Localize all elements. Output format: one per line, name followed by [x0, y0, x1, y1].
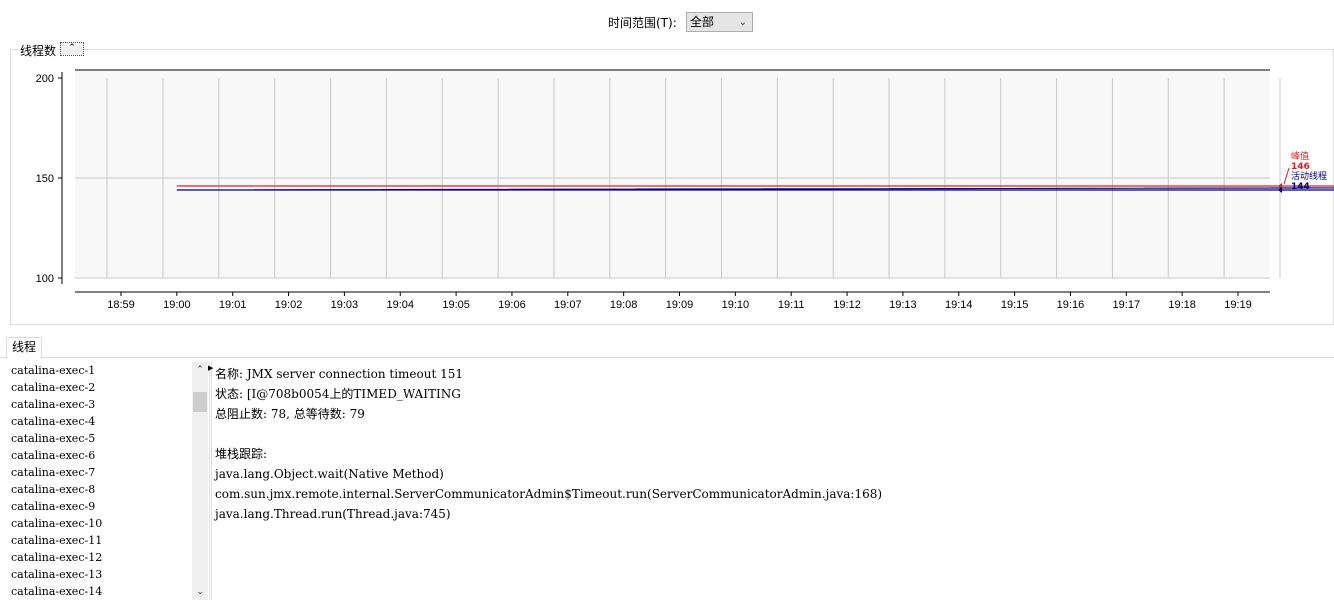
detail-line: 总阻止数: 78, 总等待数: 79	[215, 407, 365, 421]
thread-list-item[interactable]: catalina-exec-11	[11, 534, 103, 547]
splitter-arrow-icon[interactable]: ▶	[208, 364, 214, 372]
collapse-button[interactable]: ⌃	[60, 42, 84, 56]
x-tick-label: 19:10	[722, 299, 750, 311]
scroll-down-icon[interactable]: ⌄	[196, 587, 204, 597]
thread-list-item[interactable]: catalina-exec-1	[11, 364, 96, 377]
thread-list-item[interactable]: catalina-exec-4	[11, 415, 96, 428]
time-range-label: 时间范围(T):	[608, 16, 677, 30]
x-tick-label: 19:05	[442, 299, 470, 311]
x-tick-label: 19:14	[945, 299, 973, 311]
thread-list-item[interactable]: catalina-exec-3	[11, 398, 96, 411]
legend-name: 活动线程	[1291, 170, 1327, 182]
thread-list-item[interactable]: catalina-exec-13	[11, 568, 103, 581]
x-tick-label: 19:15	[1001, 299, 1029, 311]
thread-list-item[interactable]: catalina-exec-10	[11, 517, 103, 530]
series-line-1	[176, 187, 1334, 191]
series-lines	[176, 185, 1334, 191]
legend-marker	[1278, 183, 1282, 189]
y-tick-label: 200	[36, 73, 54, 85]
x-tick-label: 19:18	[1168, 299, 1196, 311]
thread-list-item[interactable]: catalina-exec-8	[11, 483, 96, 496]
thread-list-item[interactable]: catalina-exec-7	[11, 466, 96, 479]
y-ticks: 100 150 200	[36, 73, 62, 285]
thread-list[interactable]: catalina-exec-1 catalina-exec-2 catalina-e…	[8, 362, 192, 600]
scroll-up-icon[interactable]: ⌃	[196, 365, 204, 375]
x-tick-label: 19:11	[778, 299, 805, 311]
thread-list-item[interactable]: catalina-exec-6	[11, 449, 96, 462]
x-tick-label: 19:17	[1113, 299, 1141, 311]
x-tick-label: 19:12	[833, 299, 861, 311]
x-tick-label: 19:09	[666, 299, 694, 311]
x-tick-label: 19:06	[498, 299, 526, 311]
detail-line	[215, 424, 1325, 444]
double-chevron-up-icon: ⌃	[68, 43, 76, 53]
legend-value: 144	[1291, 182, 1310, 192]
chart-title: 线程数	[18, 42, 59, 59]
thread-list-item[interactable]: catalina-exec-14	[11, 585, 103, 598]
y-tick-label: 150	[36, 173, 54, 185]
x-gridlines	[106, 78, 1281, 278]
detail-line: 名称: JMX server connection timeout 151	[215, 367, 464, 381]
time-range-value: 全部	[690, 15, 715, 29]
thread-details: 名称: JMX server connection timeout 151 状态:…	[215, 364, 1325, 524]
x-tick-label: 19:13	[889, 299, 917, 311]
thread-list-scrollbar[interactable]	[192, 362, 208, 600]
x-tick-label: 19:02	[275, 299, 303, 311]
detail-line: java.lang.Thread.run(Thread.java:745)	[215, 507, 451, 521]
tab-threads[interactable]: 线程	[6, 337, 42, 358]
y-tick-label: 100	[36, 273, 54, 285]
x-tick-label: 18:59	[107, 299, 135, 311]
legend-name: 峰值	[1291, 150, 1309, 162]
tab-strip-line	[0, 357, 1334, 358]
legend-marker	[1278, 187, 1282, 193]
detail-line: 堆栈跟踪:	[215, 447, 268, 461]
x-tick-label: 19:04	[386, 299, 414, 311]
detail-line: 状态: [I@708b0054上的TIMED_WAITING	[215, 387, 461, 401]
thread-list-item[interactable]: catalina-exec-2	[11, 381, 96, 394]
x-tick-label: 19:16	[1057, 299, 1085, 311]
thread-list-item[interactable]: catalina-exec-12	[11, 551, 103, 564]
time-range-select[interactable]: 全部 ⌄	[686, 12, 753, 32]
detail-line: com.sun.jmx.remote.internal.ServerCommun…	[215, 487, 883, 501]
x-tick-label: 19:19	[1224, 299, 1252, 311]
chevron-down-icon: ⌄	[738, 17, 747, 28]
x-tick-label: 19:00	[163, 299, 191, 311]
x-tick-label: 19:08	[610, 299, 638, 311]
detail-line: java.lang.Object.wait(Native Method)	[215, 467, 444, 481]
plot-background	[75, 70, 1270, 278]
scrollbar-thumb[interactable]	[193, 392, 207, 412]
y-gridlines	[75, 177, 1270, 279]
x-tick-label: 19:03	[331, 299, 359, 311]
pane-splitter[interactable]	[209, 362, 212, 600]
legend-value: 146	[1291, 162, 1310, 172]
x-tick-label: 19:01	[219, 299, 247, 311]
thread-count-chart: 100 150 200 18:59 19:00 19:01 19:02 19:03 19:04…	[36, 69, 1334, 311]
legend-leader-line	[1283, 167, 1290, 185]
thread-list-item[interactable]: catalina-exec-9	[11, 500, 96, 513]
x-ticks: 18:59 19:00 19:01 19:02 19:03 19:04 19:05 19:06…	[107, 292, 1252, 311]
thread-list-item[interactable]: catalina-exec-5	[11, 432, 96, 445]
x-tick-label: 19:07	[554, 299, 582, 311]
